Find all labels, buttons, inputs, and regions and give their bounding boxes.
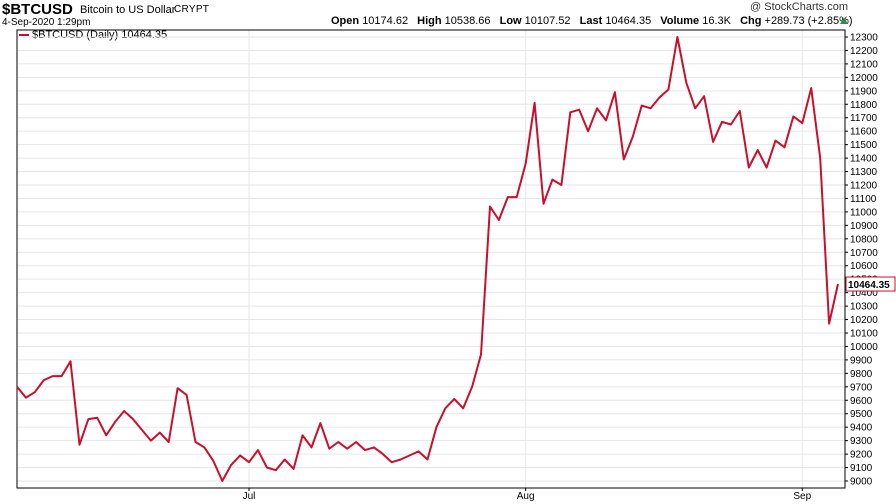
stat-low-label: Low [499,15,522,27]
legend-swatch [19,34,29,37]
exchange-label: CRYPT [174,4,210,15]
y-tick-label: 12300 [850,33,878,44]
stat-low-value: 10107.52 [524,15,571,27]
axes [16,29,848,491]
y-tick-label: 10800 [850,234,878,245]
y-tick-label: 12000 [850,73,878,84]
y-tick-label: 11600 [850,127,878,138]
y-tick-label: 10900 [850,221,878,232]
watermark: @ StockCharts.com [750,1,848,13]
y-tick-label: 11400 [850,154,878,165]
y-tick-label: 10100 [850,329,878,340]
y-tick-label: 11700 [850,113,878,124]
x-tick-label: Sep [793,491,811,502]
y-tick-label: 10600 [850,261,878,272]
y-tick-label: 11200 [850,181,878,192]
y-tick-label: 9200 [850,450,873,461]
y-tick-label: 12200 [850,46,878,57]
y-tick-label: 9100 [850,463,873,474]
series-line [16,36,839,482]
y-tick-label: 9700 [850,382,873,393]
stat-last-label: Last [579,15,603,27]
y-tick-label: 9900 [850,355,873,366]
date-time: 4-Sep-2020 1:29pm [2,17,91,28]
y-tick-label: 9000 [850,477,873,488]
tick-labels: 9000 9100 9200 9300 9400 9500 9600 9700 9800 9900… [243,33,896,502]
symbol-title: $BTCUSD [2,1,73,18]
y-tick-label: 11300 [850,167,878,178]
stat-high-label: High [417,15,442,27]
symbol-description: Bitcoin to US Dollar [80,4,176,16]
stat-open-value: 10174.62 [362,15,409,27]
stat-volume-label: Volume [660,15,700,27]
legend: $BTCUSD (Daily) 10464.35 [19,29,167,41]
y-tick-label: 11800 [850,100,878,111]
stat-open-label: Open [331,15,360,27]
x-tick-label: Aug [517,491,535,502]
stat-volume-value: 16.3K [702,15,731,27]
last-value-box [845,276,896,292]
y-tick-label: 11900 [850,86,878,97]
y-tick-label: 9500 [850,409,873,420]
y-tick-label: 10400 [850,288,878,299]
stat-high-value: 10538.66 [444,15,491,27]
price-stats: Open 10174.62 High 10538.66 Low 10107.52… [331,15,859,27]
y-tick-label: 9400 [850,423,873,434]
last-value-label: 10464.35 [848,280,890,291]
plot-frame [16,29,846,489]
y-tick-label: 11000 [850,207,878,218]
y-tick-label: 10700 [850,248,878,259]
y-tick-label: 11500 [850,140,878,151]
x-tick-label: Jul [243,491,256,502]
stat-chg-value: +289.73 (+2.85%) [764,15,853,27]
y-tick-label: 9600 [850,396,873,407]
series-layer [16,36,839,482]
stat-last-value: 10464.35 [605,15,652,27]
y-tick-label: 10200 [850,315,878,326]
y-tick-label: 11100 [850,194,877,205]
stat-chg-label: Chg [740,15,762,27]
y-tick-label: 9300 [850,436,873,447]
grid-lines [17,30,845,488]
y-tick-label: 9800 [850,369,873,380]
y-tick-label: 10000 [850,342,878,353]
y-tick-label: 12100 [850,59,878,70]
up-arrow-icon [840,17,848,24]
y-tick-label: 10300 [850,302,878,313]
legend-label: $BTCUSD (Daily) 10464.35 [32,29,168,41]
